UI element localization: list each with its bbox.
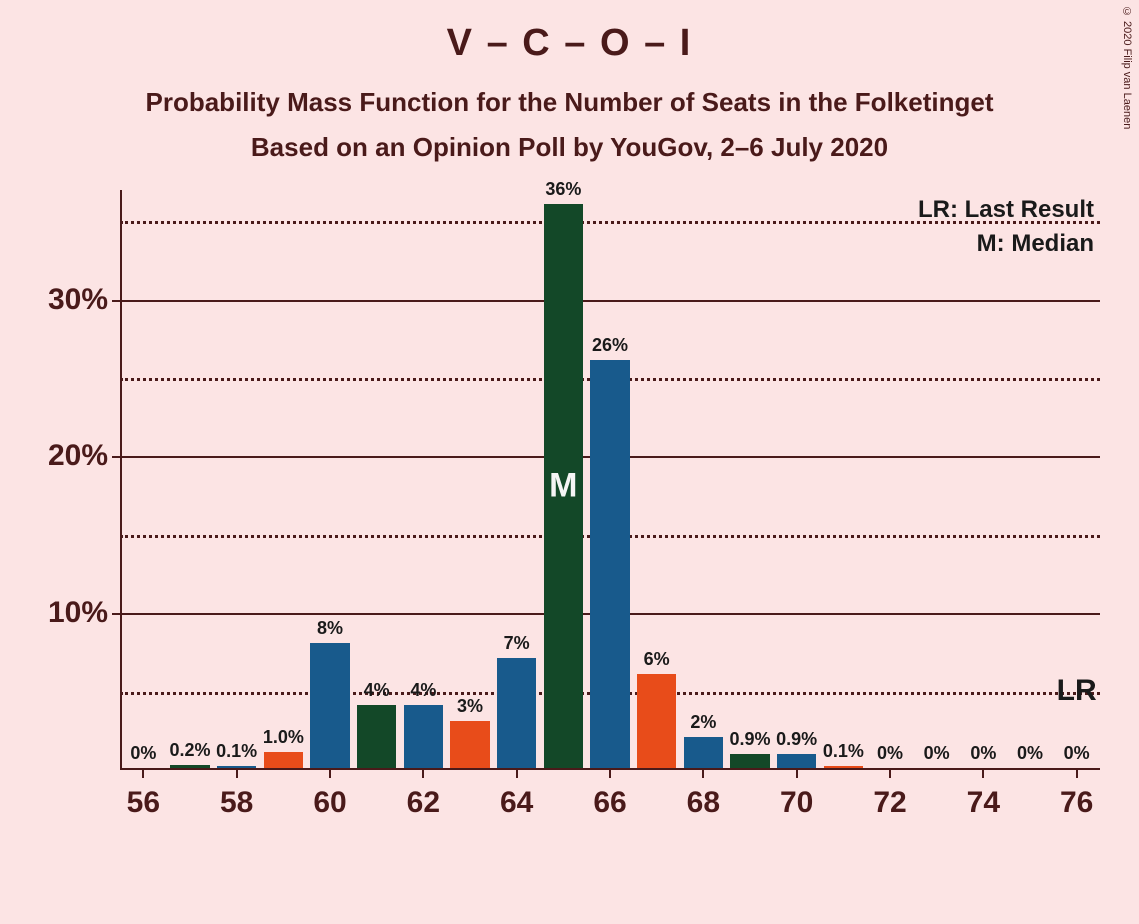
y-tick-mark (112, 456, 120, 458)
bar-value-label: 0.1% (216, 741, 257, 766)
legend: LR: Last Result M: Median (918, 196, 1094, 258)
bar-value-label: 26% (592, 335, 628, 360)
y-axis (120, 190, 122, 770)
bar-value-label: 0% (130, 743, 156, 768)
chart-bar: 0.2% (170, 765, 210, 768)
bar-value-label: 0.9% (776, 729, 817, 754)
chart-bar: 2% (684, 737, 724, 768)
y-tick-mark (112, 300, 120, 302)
median-marker: M (549, 466, 577, 505)
bar-value-label: 7% (504, 633, 530, 658)
chart-bar: 7% (497, 658, 537, 768)
chart-subtitle-1: Probability Mass Function for the Number… (0, 65, 1139, 118)
chart-subtitle-2: Based on an Opinion Poll by YouGov, 2–6 … (0, 118, 1139, 163)
bar-value-label: 1.0% (263, 727, 304, 752)
chart-bar: 1.0% (264, 752, 304, 768)
y-tick-mark (112, 613, 120, 615)
y-tick-label: 10% (48, 596, 120, 630)
chart-bar: 0.1% (824, 766, 864, 768)
bar-value-label: 3% (457, 696, 483, 721)
chart-bar: 36%M (544, 204, 584, 768)
bar-value-label: 4% (364, 680, 390, 705)
x-tick-mark (142, 770, 144, 778)
bar-value-label: 0.1% (823, 741, 864, 766)
chart-bar: 8% (310, 643, 350, 768)
chart-bar: 4% (357, 705, 397, 768)
x-tick-mark (1076, 770, 1078, 778)
x-tick-mark (889, 770, 891, 778)
x-tick-mark (236, 770, 238, 778)
bar-value-label: 2% (690, 712, 716, 737)
bar-value-label: 0% (1064, 743, 1090, 768)
x-tick-mark (796, 770, 798, 778)
bar-value-label: 0% (970, 743, 996, 768)
chart-title: V – C – O – I (0, 0, 1139, 65)
bar-value-label: 0% (1017, 743, 1043, 768)
legend-m: M: Median (918, 230, 1094, 258)
gridline-major (120, 300, 1100, 302)
y-tick-label: 30% (48, 283, 120, 317)
bar-value-label: 0.2% (169, 740, 210, 765)
x-tick-mark (982, 770, 984, 778)
chart-bar: 4% (404, 705, 444, 768)
chart-bar: 0.9% (777, 754, 817, 768)
chart-bar: 6% (637, 674, 677, 768)
chart-bar: 0.9% (730, 754, 770, 768)
bar-value-label: 36% (545, 179, 581, 204)
copyright-text: © 2020 Filip van Laenen (1121, 6, 1133, 129)
bar-value-label: 0% (924, 743, 950, 768)
x-tick-mark (329, 770, 331, 778)
bar-value-label: 4% (410, 680, 436, 705)
bar-value-label: 0.9% (729, 729, 770, 754)
bar-value-label: 0% (877, 743, 903, 768)
lr-marker: LR (1057, 674, 1097, 708)
x-tick-mark (422, 770, 424, 778)
chart-bar: 0.1% (217, 766, 257, 768)
y-tick-label: 20% (48, 439, 120, 473)
bar-value-label: 8% (317, 618, 343, 643)
legend-lr: LR: Last Result (918, 196, 1094, 224)
chart-bar: 3% (450, 721, 490, 768)
x-tick-mark (609, 770, 611, 778)
x-tick-mark (516, 770, 518, 778)
x-tick-mark (702, 770, 704, 778)
chart-bar: 26% (590, 360, 630, 768)
chart-plot-area: 10%20%30%56586062646668707274760%0.2%0.1… (120, 190, 1100, 770)
bar-value-label: 6% (644, 649, 670, 674)
